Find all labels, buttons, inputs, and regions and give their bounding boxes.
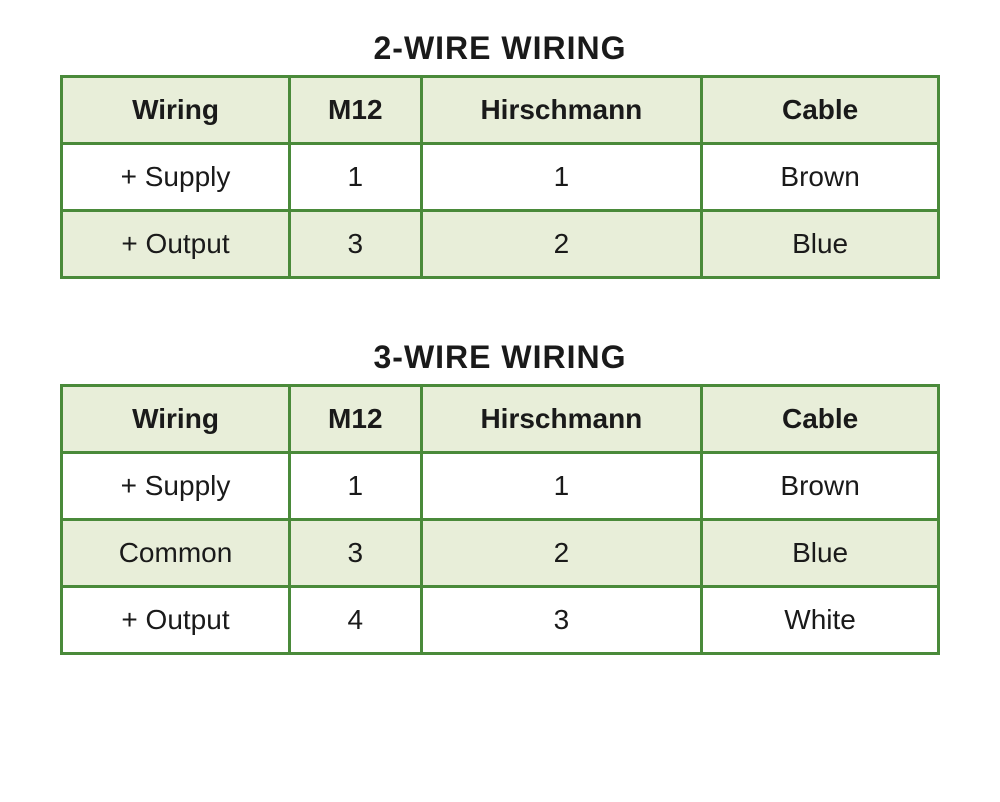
cell-m12: 3: [290, 211, 422, 278]
col-header-cable: Cable: [702, 386, 939, 453]
cell-m12: 1: [290, 144, 422, 211]
cell-hirschmann: 1: [421, 453, 702, 520]
cell-cable: Brown: [702, 453, 939, 520]
col-header-m12: M12: [290, 386, 422, 453]
table-row: Common 3 2 Blue: [62, 520, 939, 587]
cell-m12: 1: [290, 453, 422, 520]
table-row: + Supply 1 1 Brown: [62, 144, 939, 211]
cell-hirschmann: 1: [421, 144, 702, 211]
table-header-row: Wiring M12 Hirschmann Cable: [62, 77, 939, 144]
table-row: + Supply 1 1 Brown: [62, 453, 939, 520]
cell-m12: 3: [290, 520, 422, 587]
cell-cable: Blue: [702, 520, 939, 587]
cell-wiring: + Output: [62, 587, 290, 654]
cell-cable: Brown: [702, 144, 939, 211]
col-header-wiring: Wiring: [62, 386, 290, 453]
col-header-hirschmann: Hirschmann: [421, 77, 702, 144]
table-header-row: Wiring M12 Hirschmann Cable: [62, 386, 939, 453]
col-header-hirschmann: Hirschmann: [421, 386, 702, 453]
col-header-wiring: Wiring: [62, 77, 290, 144]
cell-wiring: + Supply: [62, 453, 290, 520]
cell-hirschmann: 3: [421, 587, 702, 654]
table-title: 3-WIRE WIRING: [60, 339, 940, 376]
table-section-3wire: 3-WIRE WIRING Wiring M12 Hirschmann Cabl…: [60, 339, 940, 655]
table-section-2wire: 2-WIRE WIRING Wiring M12 Hirschmann Cabl…: [60, 30, 940, 279]
cell-hirschmann: 2: [421, 520, 702, 587]
cell-cable: White: [702, 587, 939, 654]
cell-m12: 4: [290, 587, 422, 654]
cell-hirschmann: 2: [421, 211, 702, 278]
col-header-m12: M12: [290, 77, 422, 144]
cell-wiring: + Output: [62, 211, 290, 278]
table-title: 2-WIRE WIRING: [60, 30, 940, 67]
col-header-cable: Cable: [702, 77, 939, 144]
wiring-table-2wire: Wiring M12 Hirschmann Cable + Supply 1 1…: [60, 75, 940, 279]
cell-cable: Blue: [702, 211, 939, 278]
cell-wiring: + Supply: [62, 144, 290, 211]
table-row: + Output 3 2 Blue: [62, 211, 939, 278]
table-row: + Output 4 3 White: [62, 587, 939, 654]
wiring-table-3wire: Wiring M12 Hirschmann Cable + Supply 1 1…: [60, 384, 940, 655]
cell-wiring: Common: [62, 520, 290, 587]
